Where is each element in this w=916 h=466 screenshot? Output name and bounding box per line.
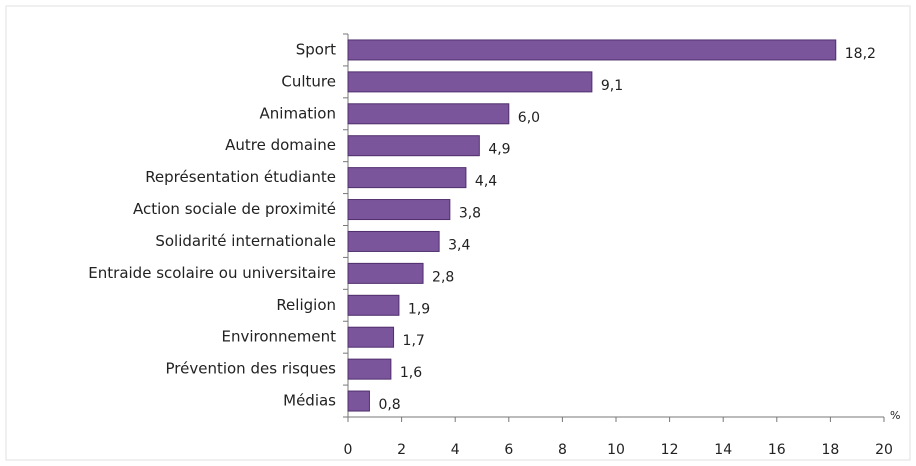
x-tick-label: 6 (504, 442, 513, 458)
bar (347, 39, 837, 61)
bar (347, 199, 451, 221)
x-tick-label: 0 (344, 442, 353, 458)
x-tick-label: 10 (607, 442, 625, 458)
y-tick-label: Entraide scolaire ou universitaire (88, 264, 336, 282)
y-tick-label: Environnement (221, 328, 336, 346)
x-tick-label: 14 (714, 442, 732, 458)
x-tick-label: 8 (558, 442, 567, 458)
value-label: 9,1 (601, 78, 623, 94)
x-tick-label: 12 (661, 442, 679, 458)
value-label: 18,2 (845, 46, 876, 62)
bar (347, 135, 480, 157)
bar (347, 390, 370, 412)
value-label: 4,9 (488, 142, 510, 158)
value-label: 3,4 (448, 237, 470, 253)
y-tick-label: Animation (260, 104, 336, 122)
y-tick-label: Médias (283, 392, 336, 410)
bar (347, 326, 395, 348)
x-tick-label: 4 (451, 442, 460, 458)
value-label: 1,9 (408, 301, 430, 317)
value-label: 0,8 (378, 397, 400, 413)
bar (347, 358, 392, 380)
bar (347, 167, 467, 189)
bar (347, 262, 424, 284)
y-tick-label: Représentation étudiante (145, 168, 336, 186)
x-axis-label: % (890, 409, 900, 422)
value-label: 1,7 (403, 333, 425, 349)
y-tick-label: Autre domaine (225, 136, 336, 154)
x-tick-label: 2 (397, 442, 406, 458)
bar (347, 71, 593, 93)
value-label: 2,8 (432, 269, 454, 285)
bar (347, 230, 440, 252)
x-tick-label: 16 (768, 442, 786, 458)
y-tick-label: Prévention des risques (165, 360, 336, 378)
value-label: 4,4 (475, 174, 497, 190)
value-label: 1,6 (400, 365, 422, 381)
bar (347, 103, 510, 125)
value-label: 6,0 (518, 110, 540, 126)
y-tick-label: Sport (296, 40, 336, 58)
value-label: 3,8 (459, 206, 481, 222)
y-tick-label: Action sociale de proximité (133, 200, 336, 218)
x-tick-label: 18 (821, 442, 839, 458)
chart-frame (5, 5, 911, 461)
y-tick-label: Culture (281, 72, 336, 90)
bar (347, 294, 400, 316)
y-tick-label: Religion (276, 296, 336, 314)
y-tick-label: Solidarité internationale (155, 232, 336, 250)
x-tick-label: 20 (875, 442, 893, 458)
